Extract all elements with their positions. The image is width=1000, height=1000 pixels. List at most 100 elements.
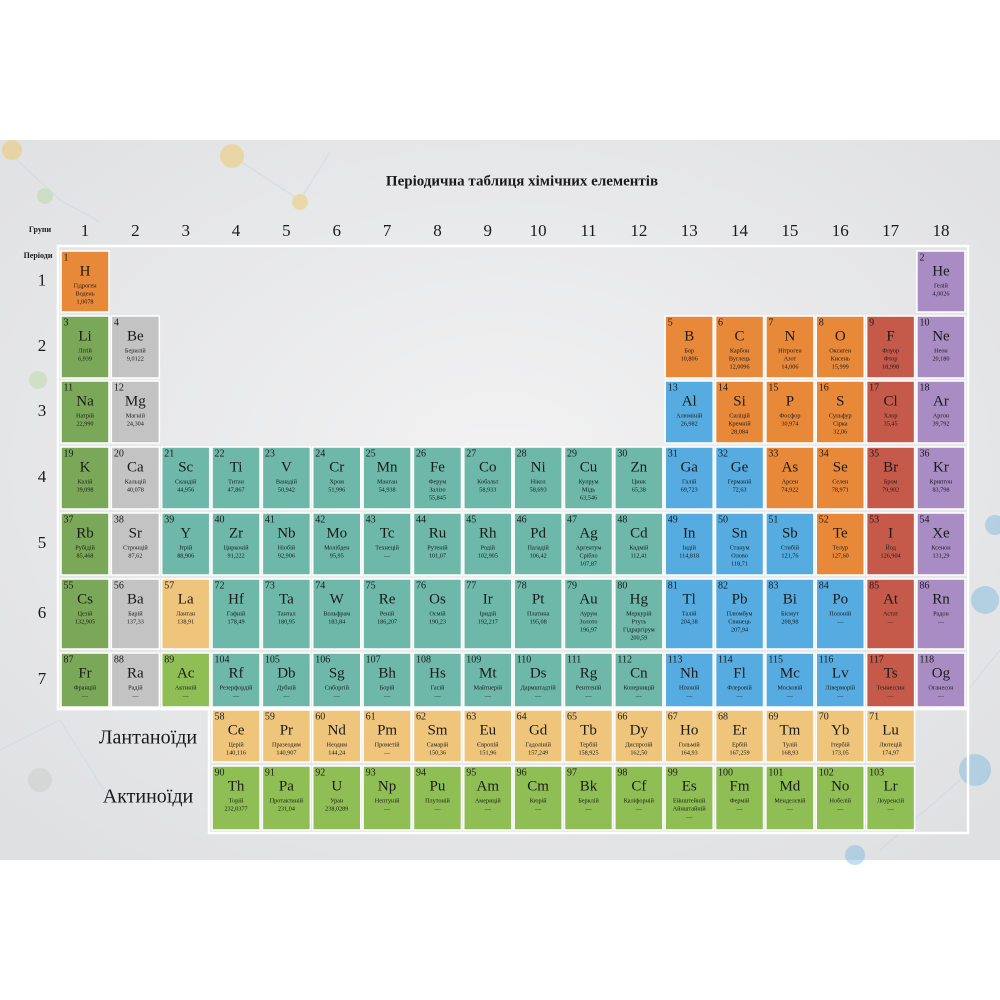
cell-background <box>412 446 463 510</box>
cell-background <box>614 652 664 708</box>
cell-background <box>211 446 261 510</box>
atomic-number: 97 <box>567 767 577 778</box>
atomic-mass: 151,96 <box>479 749 496 756</box>
element-symbol: Ne <box>932 328 950 344</box>
element-cell: 94 Pu Плутоній— <box>412 765 463 831</box>
atomic-mass: — <box>282 692 290 699</box>
element-symbol: Ra <box>127 665 144 681</box>
element-symbol: Zn <box>631 459 648 475</box>
element-name: Гідроген <box>73 282 97 289</box>
element-name: Тербій <box>580 741 598 748</box>
atomic-number: 75 <box>366 580 376 591</box>
element-name: Срібло <box>579 552 597 559</box>
element-name: Нептуній <box>375 797 400 804</box>
atomic-mass: 1,0078 <box>76 298 93 305</box>
element-symbol: Pr <box>280 722 293 738</box>
cell-background <box>261 578 312 650</box>
atomic-mass: 87,62 <box>128 552 142 559</box>
element-symbol: Cf <box>631 778 646 794</box>
atomic-mass: — <box>584 805 592 812</box>
atomic-mass: 144,24 <box>328 749 345 756</box>
element-name: Аргон <box>933 412 950 419</box>
element-name: Берилій <box>125 347 147 354</box>
element-name: Криптон <box>930 478 954 485</box>
element-name: Осмій <box>429 610 446 617</box>
element-name: Молібден <box>324 544 350 551</box>
atomic-number: 70 <box>819 711 829 722</box>
cell-background <box>563 446 614 510</box>
atomic-number: 59 <box>265 711 275 722</box>
atomic-mass: 24,304 <box>127 420 144 427</box>
element-symbol: Au <box>579 591 598 607</box>
atomic-number: 98 <box>617 767 627 778</box>
element-name: Ітрій <box>179 544 193 551</box>
element-name: Хром <box>330 478 345 485</box>
element-name: Празеодим <box>272 741 301 748</box>
cell-background <box>714 315 765 379</box>
cell-background <box>664 709 714 763</box>
cell-background <box>261 652 312 708</box>
element-symbol: Hs <box>429 665 446 681</box>
element-name: Цирконій <box>224 544 250 551</box>
atomic-number: 69 <box>768 711 778 722</box>
atomic-number: 10 <box>919 317 929 328</box>
element-symbol: Ar <box>933 393 949 409</box>
period-number: 6 <box>38 603 47 622</box>
atomic-number: 36 <box>919 448 929 459</box>
cell-background <box>412 765 463 831</box>
element-symbol: Zr <box>229 525 243 541</box>
cell-background <box>765 315 815 379</box>
atomic-number: 73 <box>265 580 275 591</box>
atomic-mass: 192,217 <box>478 618 498 625</box>
cell-background <box>513 709 563 763</box>
atomic-number: 104 <box>215 654 230 665</box>
cell-background <box>714 446 765 510</box>
group-number: 6 <box>333 221 342 240</box>
element-symbol: Db <box>277 665 295 681</box>
cell-background <box>110 380 161 444</box>
cell-background <box>60 512 110 576</box>
element-name: Фтор <box>884 355 898 362</box>
atomic-mass: 168,93 <box>781 749 798 756</box>
element-symbol: Ho <box>680 722 698 738</box>
element-name: Рентгеній <box>576 684 602 691</box>
element-name: Церій <box>228 741 244 748</box>
cell-background <box>916 446 966 510</box>
cell-background <box>614 765 664 831</box>
atomic-number: 87 <box>64 654 74 665</box>
cell-background <box>513 578 563 650</box>
atomic-number: 76 <box>416 580 426 591</box>
atomic-mass: 95,95 <box>330 552 344 559</box>
element-symbol: Fr <box>78 665 91 681</box>
element-name: Фосфор <box>779 412 800 419</box>
atomic-mass: 102,905 <box>478 552 498 559</box>
cell-background <box>110 446 161 510</box>
element-symbol: Ce <box>228 722 245 738</box>
element-name: Лютецій <box>879 741 902 748</box>
cell-background <box>714 578 765 650</box>
cell-background <box>865 380 916 444</box>
atomic-number: 40 <box>215 514 225 525</box>
element-symbol: Pu <box>430 778 446 794</box>
cell-background <box>513 446 563 510</box>
group-number: 16 <box>832 221 849 240</box>
atomic-mass: — <box>433 692 441 699</box>
element-symbol: Rb <box>76 525 94 541</box>
element-name: Станум <box>730 544 750 551</box>
atomic-number: 27 <box>466 448 476 459</box>
atomic-number: 11 <box>64 382 74 393</box>
atomic-mass: — <box>735 692 743 699</box>
